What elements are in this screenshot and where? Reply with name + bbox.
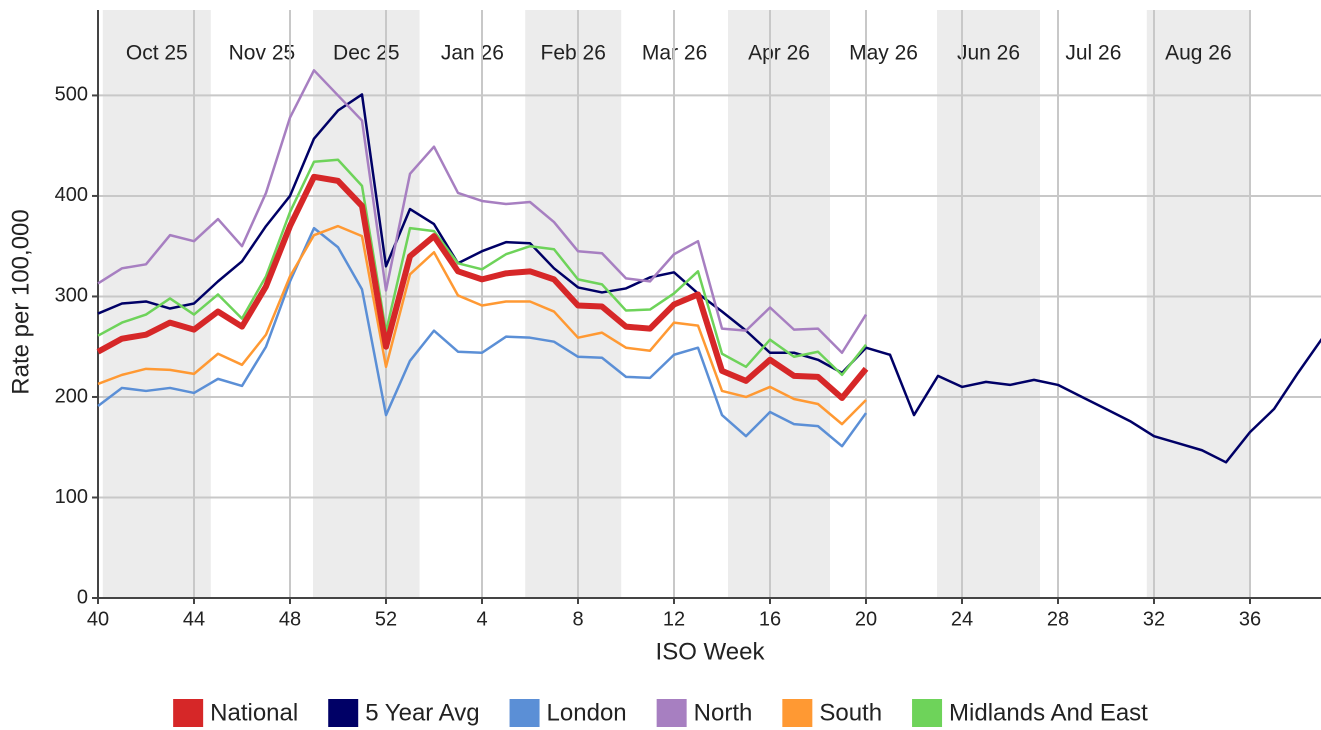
month-label: Jan 26 (441, 42, 504, 65)
series-line (97, 224, 867, 426)
series-line (97, 226, 868, 448)
legend-swatch (782, 699, 813, 727)
legend-swatch (656, 699, 687, 727)
month-label: Aug 26 (1165, 42, 1232, 65)
x-tick-label: 16 (759, 608, 781, 630)
y-tick-label: 100 (55, 486, 88, 508)
month-label: Feb 26 (541, 42, 606, 65)
x-tick-label: 32 (1143, 608, 1165, 630)
legend-label: 5 Year Avg (365, 699, 479, 726)
month-label: Jul 26 (1065, 42, 1121, 65)
x-tick-label: 12 (663, 608, 685, 630)
x-tick-label: 24 (951, 608, 973, 630)
series-line (96, 173, 869, 401)
legend-label: London (547, 699, 627, 726)
x-tick-label: 44 (183, 608, 205, 630)
month-label: Jun 26 (957, 42, 1020, 65)
legend-swatch (509, 699, 540, 727)
y-tick-label: 200 (55, 385, 88, 407)
month-band (728, 10, 830, 598)
month-label: May 26 (849, 42, 918, 65)
plot-area: Oct 25 Nov 25 Dec 25 Jan 26 Feb 26 Mar 26 Apr … (97, 10, 1321, 599)
legend-swatch (173, 699, 204, 727)
y-axis-label: Rate per 100,000 (7, 209, 34, 394)
legend-label: National (210, 699, 298, 726)
x-tick-label: 36 (1239, 608, 1261, 630)
y-tick-label: 400 (55, 184, 88, 206)
x-axis-label: ISO Week (656, 638, 766, 665)
series-line (97, 158, 867, 377)
x-tick-label: 48 (279, 608, 301, 630)
series-line (97, 69, 868, 354)
month-label: Dec 25 (333, 42, 400, 65)
y-tick-label: 300 (55, 285, 88, 307)
x-tick-label: 40 (87, 608, 109, 630)
legend-swatch (328, 699, 359, 727)
legend-label: North (694, 699, 753, 726)
month-label: Apr 26 (748, 42, 810, 65)
month-label: Nov 25 (229, 42, 296, 65)
x-tick-label: 4 (476, 608, 487, 630)
series-line (97, 93, 1321, 464)
month-band (937, 10, 1040, 598)
x-tick-label: 28 (1047, 608, 1069, 630)
y-tick-label: 500 (55, 84, 88, 106)
month-label: Oct 25 (126, 42, 188, 65)
month-band (1146, 10, 1250, 598)
x-tick-label: 52 (375, 608, 397, 630)
legend-swatch (912, 699, 943, 727)
x-tick-label: 20 (855, 608, 877, 630)
legend-label: South (819, 699, 882, 726)
month-band (313, 10, 420, 598)
legend: National 5 Year Avg London North South Midlan… (173, 699, 1148, 727)
legend-label: Midlands And East (949, 699, 1148, 726)
y-tick-label: 0 (77, 586, 88, 608)
x-tick-label: 8 (572, 608, 583, 630)
